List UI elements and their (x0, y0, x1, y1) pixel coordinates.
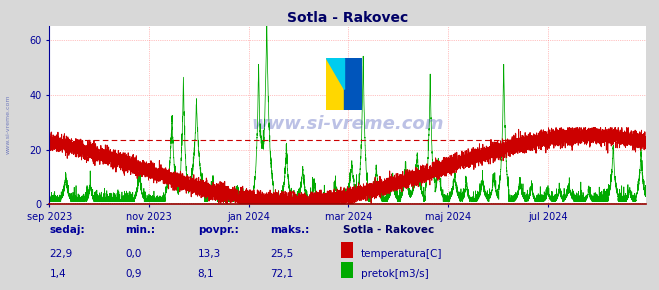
Text: 1,4: 1,4 (49, 269, 66, 279)
Text: 8,1: 8,1 (198, 269, 214, 279)
Title: Sotla - Rakovec: Sotla - Rakovec (287, 11, 408, 25)
Text: temperatura[C]: temperatura[C] (361, 249, 443, 259)
Text: pretok[m3/s]: pretok[m3/s] (361, 269, 429, 279)
Polygon shape (326, 58, 344, 89)
Text: www.si-vreme.com: www.si-vreme.com (251, 115, 444, 133)
Text: min.:: min.: (125, 225, 156, 235)
Text: www.si-vreme.com: www.si-vreme.com (5, 95, 11, 155)
Text: povpr.:: povpr.: (198, 225, 239, 235)
Text: 25,5: 25,5 (270, 249, 293, 259)
Text: 0,0: 0,0 (125, 249, 142, 259)
Bar (326, 58, 344, 110)
Text: Sotla - Rakovec: Sotla - Rakovec (343, 225, 434, 235)
Text: 72,1: 72,1 (270, 269, 293, 279)
Bar (344, 58, 362, 110)
Text: maks.:: maks.: (270, 225, 310, 235)
Text: sedaj:: sedaj: (49, 225, 85, 235)
Text: 22,9: 22,9 (49, 249, 72, 259)
Text: 0,9: 0,9 (125, 269, 142, 279)
Text: 13,3: 13,3 (198, 249, 221, 259)
